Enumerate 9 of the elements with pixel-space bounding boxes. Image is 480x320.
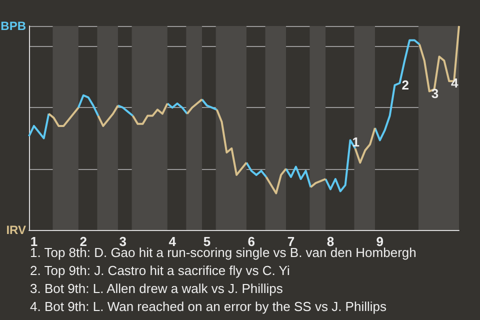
text: 3. Bot 9th: L. Allen drew a walk vs J. Phillips [30, 281, 284, 296]
annotation: 2 [402, 78, 409, 93]
annotation: 3 [431, 86, 439, 101]
text: 2. Top 9th: J. Castro hit a sacrifice fly vs C. Yi [30, 263, 290, 278]
annotation: 4 [451, 76, 459, 91]
text: IRV [6, 223, 26, 237]
text: 4. Bot 9th: L. Wan reached on an error by the SS vs J. Phillips [30, 299, 387, 314]
annotation: 1 [352, 134, 360, 150]
text: BPB [0, 19, 26, 33]
